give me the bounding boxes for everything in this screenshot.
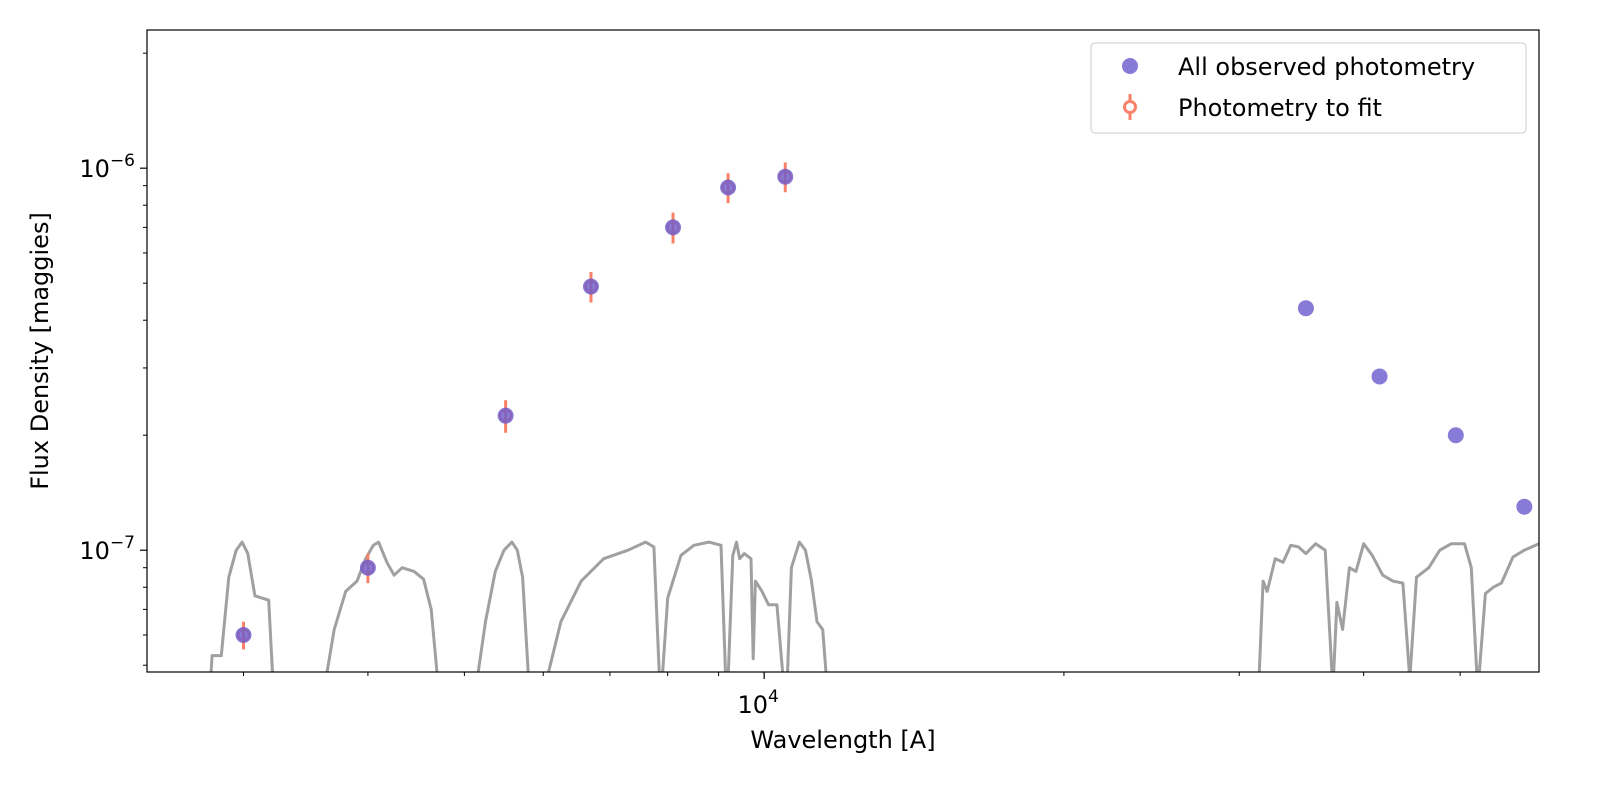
filter-curve-5 xyxy=(661,540,727,672)
x-axis-label: Wavelength [A] xyxy=(750,726,935,754)
filter-curve-1 xyxy=(209,540,274,672)
observed-point-7 xyxy=(777,168,794,185)
observed-points xyxy=(235,168,1533,643)
legend-box xyxy=(1090,42,1527,134)
filter-curves xyxy=(209,540,1539,672)
y-axis-label: Flux Density [maggies] xyxy=(26,212,54,490)
x-tick-label: 104 xyxy=(737,687,778,719)
filter-curve-6 xyxy=(726,540,785,672)
observed-point-5 xyxy=(665,219,682,236)
y-tick-label: 10−6 xyxy=(79,151,135,183)
legend-marker-observed xyxy=(1122,58,1138,74)
observed-point-8 xyxy=(1297,300,1314,317)
filter-curve-10 xyxy=(1408,542,1479,672)
observed-point-4 xyxy=(582,278,599,295)
observed-point-1 xyxy=(235,626,252,643)
filter-curve-8 xyxy=(1257,542,1334,672)
axis-ticks: 104 10−7 10−6 xyxy=(79,52,1461,719)
filter-curve-11 xyxy=(1477,542,1539,672)
observed-point-11 xyxy=(1516,498,1533,515)
observed-point-3 xyxy=(497,407,514,424)
legend-label-observed: All observed photometry xyxy=(1178,53,1475,81)
plot-frame xyxy=(146,29,1540,673)
filter-curve-2 xyxy=(325,540,439,672)
y-tick-label: 10−7 xyxy=(79,533,135,565)
filter-curve-7 xyxy=(786,540,828,672)
legend: All observed photometry Photometry to fi… xyxy=(1090,42,1527,134)
filter-curve-3 xyxy=(476,540,530,672)
observed-point-6 xyxy=(720,179,737,196)
observed-point-10 xyxy=(1447,427,1464,444)
observed-point-9 xyxy=(1371,368,1388,385)
legend-marker-fit xyxy=(1123,100,1137,114)
filter-curve-4 xyxy=(546,540,661,672)
legend-label-fit: Photometry to fit xyxy=(1178,94,1382,122)
observed-point-2 xyxy=(359,559,376,576)
filter-curve-9 xyxy=(1332,542,1411,672)
